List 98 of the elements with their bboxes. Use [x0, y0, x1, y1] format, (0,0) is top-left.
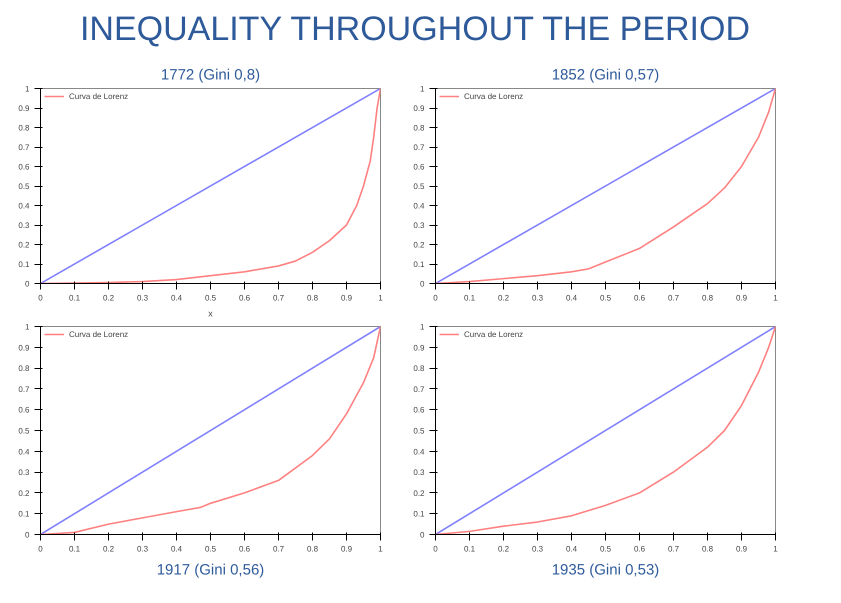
legend-label: Curva de Lorenz	[464, 330, 524, 339]
y-tick-label: 0.4	[413, 446, 426, 456]
x-tick-label: 0.2	[498, 293, 510, 302]
chart-title: 1852 (Gini 0,57)	[552, 66, 660, 84]
y-tick-label: 1	[420, 322, 426, 332]
x-tick-label: 0.7	[272, 544, 285, 554]
y-tick-label: 0.3	[18, 220, 30, 230]
x-tick-label: 1	[773, 544, 778, 554]
y-tick-label: 0.7	[18, 384, 30, 394]
text: INEQUALITY THROUGHOUT THE PERIOD	[80, 9, 750, 50]
x-tick-label: 0.5	[204, 544, 217, 554]
x-tick-label: 0.4	[170, 293, 183, 302]
x-tick-label: 0.5	[600, 544, 612, 554]
x-tick-label: 0	[433, 293, 438, 302]
y-tick-label: 0.6	[18, 405, 30, 414]
y-tick-label: 0.9	[413, 342, 426, 352]
x-tick-label: 0.3	[136, 293, 149, 302]
y-tick-label: 0.7	[413, 384, 426, 394]
y-tick-label: 0.8	[18, 364, 30, 373]
x-tick-label: 1	[773, 293, 778, 302]
y-tick-label: 0.8	[413, 364, 426, 373]
x-tick-label: 0.8	[702, 293, 714, 302]
y-tick-label: 0.2	[18, 240, 30, 250]
legend-label: Curva de Lorenz	[464, 92, 524, 101]
x-tick-label: 1	[378, 544, 384, 554]
y-tick-label: 0.1	[18, 509, 30, 518]
x-tick-label: 0.8	[702, 544, 714, 554]
x-tick-label: 0.7	[668, 544, 680, 554]
x-tick-label: 0.3	[532, 544, 544, 554]
y-tick-label: 0.9	[18, 104, 30, 113]
y-tick-label: 0.8	[18, 123, 30, 132]
y-tick-label: 0.4	[413, 201, 426, 210]
x-tick-label: 0.6	[238, 293, 251, 302]
y-tick-label: 0.6	[413, 405, 426, 414]
x-tick-label: 0.3	[136, 544, 149, 554]
y-tick-label: 0.6	[18, 162, 30, 172]
y-tick-label: 1	[25, 84, 30, 94]
x-tick-label: 0.9	[736, 293, 748, 302]
y-tick-label: 0	[25, 279, 30, 288]
x-tick-label: 0.4	[170, 544, 183, 554]
y-tick-label: 0.1	[18, 260, 30, 269]
y-tick-label: 0.3	[413, 468, 426, 477]
y-tick-label: 0.8	[413, 123, 426, 132]
x-tick-label: 0.9	[340, 293, 353, 302]
x-tick-label: 0.5	[204, 293, 217, 302]
x-tick-label: 0.3	[532, 293, 544, 302]
x-tick-label: 0.1	[68, 544, 81, 554]
x-tick-label: 0.8	[306, 544, 319, 554]
x-tick-label: 0.4	[566, 544, 578, 554]
x-tick-label: 0.7	[668, 293, 680, 302]
y-tick-label: 0.7	[413, 142, 426, 152]
x-tick-label: 0.2	[498, 544, 510, 554]
y-tick-label: 0.9	[413, 104, 426, 113]
x-tick-label: 0.7	[272, 293, 285, 302]
x-tick-label: 0.2	[102, 544, 115, 554]
y-tick-label: 0.1	[413, 260, 426, 269]
x-tick-label: 0	[38, 293, 44, 302]
y-tick-label: 0.4	[18, 201, 30, 210]
x-tick-label: 0.9	[736, 544, 748, 554]
x-tick-label: 0.2	[102, 293, 115, 302]
x-tick-label: 0.1	[464, 293, 476, 302]
y-tick-label: 0	[25, 530, 30, 540]
y-tick-label: 0.3	[18, 468, 30, 477]
y-tick-label: 0.7	[18, 142, 30, 152]
text: 1917 (Gini 0,56)	[156, 561, 264, 578]
y-tick-label: 0.6	[413, 162, 426, 172]
x-tick-label: 0.4	[566, 293, 578, 302]
y-tick-label: 0.2	[18, 488, 30, 498]
x-tick-label: 0.1	[464, 544, 476, 554]
y-tick-label: 0.2	[413, 240, 426, 250]
legend-label: Curva de Lorenz	[69, 92, 128, 101]
x-tick-label: 0.6	[634, 544, 646, 554]
y-tick-label: 0.3	[413, 220, 426, 230]
y-tick-label: 0.5	[18, 182, 30, 191]
x-tick-label: 0.6	[634, 293, 646, 302]
y-tick-label: 0.9	[18, 342, 30, 352]
y-tick-label: 0	[420, 279, 426, 288]
y-tick-label: 0.5	[413, 426, 426, 436]
y-tick-label: 0	[420, 530, 426, 540]
x-tick-label: 0.9	[340, 544, 353, 554]
legend-label: Curva de Lorenz	[69, 330, 128, 339]
x-tick-label: 0.1	[68, 293, 81, 302]
x-tick-label: 0.6	[238, 544, 251, 554]
y-tick-label: 0.2	[413, 488, 426, 498]
text: 1935 (Gini 0,53)	[552, 561, 660, 578]
x-tick-label: 0	[38, 544, 44, 554]
y-tick-label: 0.1	[413, 509, 426, 518]
x-axis-title: x	[208, 308, 214, 318]
y-tick-label: 0.5	[18, 426, 30, 436]
chart-title: 1772 (Gini 0,8)	[160, 66, 260, 84]
y-tick-label: 1	[420, 84, 426, 94]
x-tick-label: 0.5	[600, 293, 612, 302]
x-tick-label: 0.8	[306, 293, 319, 302]
x-tick-label: 1	[378, 293, 384, 302]
y-tick-label: 0.5	[413, 182, 426, 191]
y-tick-label: 0.4	[18, 446, 30, 456]
y-tick-label: 1	[25, 322, 30, 332]
x-tick-label: 0	[433, 544, 438, 554]
